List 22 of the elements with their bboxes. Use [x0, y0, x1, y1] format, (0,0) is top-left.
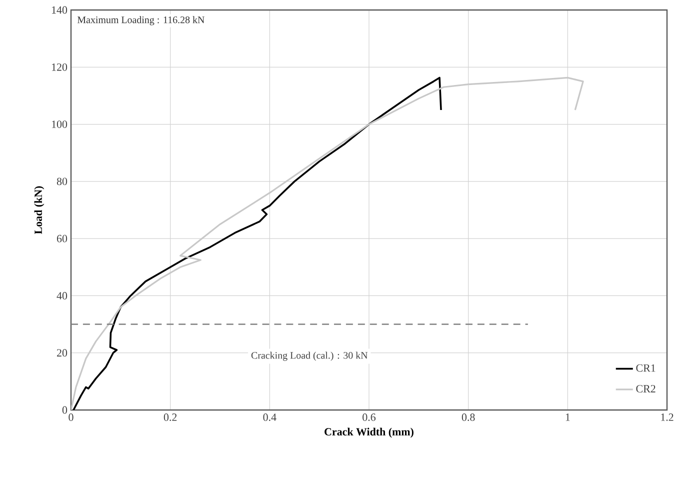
annotation: Maximum Loading : 116.28 kN — [77, 16, 204, 26]
legend-label: CR1 — [636, 364, 656, 372]
y-tick-label: 20 — [57, 349, 68, 357]
x-tick-label: 1 — [566, 414, 570, 421]
y-tick-label: 140 — [52, 6, 68, 14]
x-axis-title: Crack Width (mm) — [324, 428, 414, 438]
y-tick-label: 0 — [62, 406, 68, 414]
y-tick-label: 120 — [52, 63, 68, 71]
x-tick-label: 0.2 — [164, 414, 177, 421]
x-tick-label: 0.8 — [462, 414, 475, 421]
y-axis-title: Load (kN) — [34, 186, 44, 234]
y-tick-label: 100 — [52, 120, 68, 128]
y-tick-label: 40 — [56, 292, 68, 300]
ref-line-label: Cracking Load (cal.) : 30 kN — [251, 352, 368, 361]
x-tick-label: 0 — [68, 414, 74, 421]
x-tick-label: 0.4 — [263, 414, 276, 421]
y-tick-label: 80 — [56, 178, 68, 186]
x-tick-label: 1.2 — [661, 414, 674, 421]
legend-label: CR2 — [636, 385, 656, 392]
y-tick-label: 60 — [56, 234, 68, 242]
line-series — [72, 76, 442, 410]
x-tick-label: 0.6 — [362, 414, 376, 421]
